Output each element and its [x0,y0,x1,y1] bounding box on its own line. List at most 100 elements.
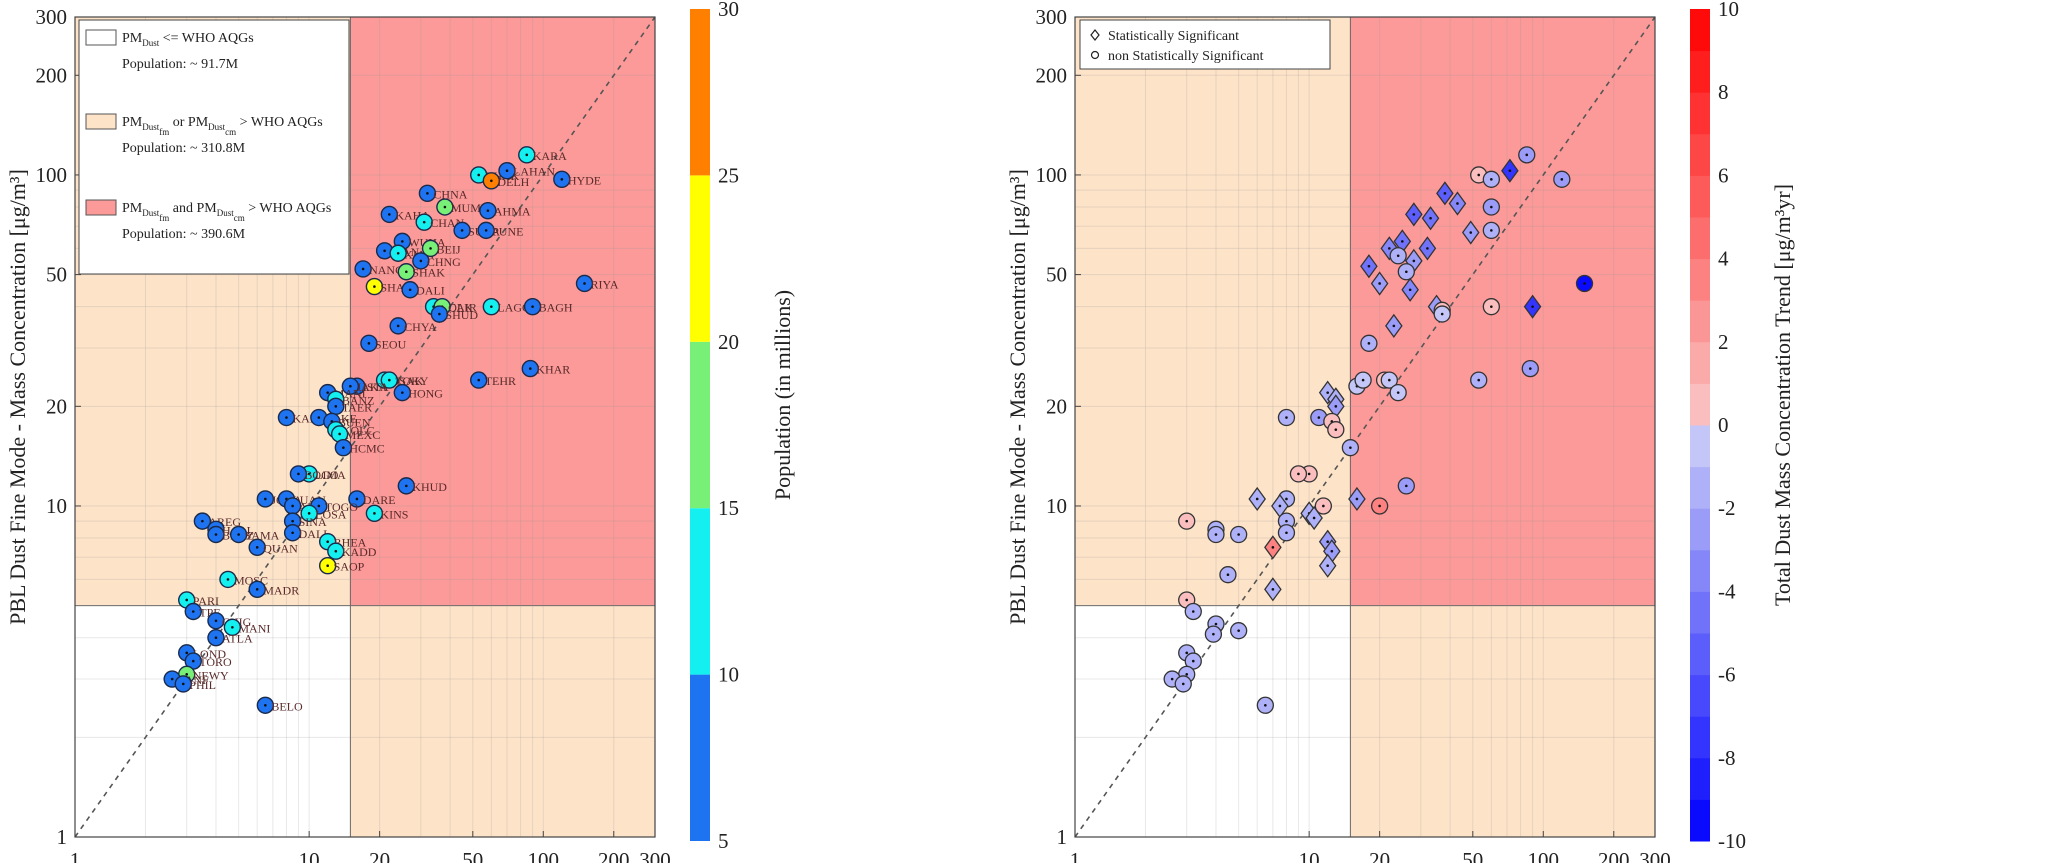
colorbar-bin [1690,425,1710,468]
colorbar-tick-label: 0 [1718,413,1729,437]
x-tick-label: 50 [1462,848,1483,863]
point-label: SAMA [245,529,280,543]
data-point: BOGO [289,465,339,483]
point-center [349,384,352,388]
x-tick-label: 20 [1369,848,1390,863]
x-tick-label: 20 [369,848,390,863]
x-axis-ticks: 1 10 20 50 100 200 300 [1070,831,1671,863]
data-point: HYDE [553,170,601,189]
point-center [1349,446,1352,449]
x-tick-label: 200 [1598,848,1630,863]
data-point [1518,146,1536,164]
point-center [1285,416,1288,419]
point-center [326,564,329,568]
y-axis-label: PBL Dust Fine Mode - Mass Concentration … [5,169,30,625]
point-center [1367,264,1371,268]
data-point [1248,486,1267,512]
point-center [401,391,404,394]
colorbar-tick-label: 25 [718,163,739,187]
point-center [490,179,493,183]
point-center [1412,213,1416,216]
x-tick-label: 10 [299,848,320,863]
point-center [214,619,218,623]
colorbar-bin [1690,383,1710,426]
point-center [307,512,311,515]
point-center [1170,677,1174,681]
one-to-one-reference-line [1074,16,1656,838]
point-label: ISTA [363,380,389,394]
point-center [367,342,371,345]
point-label: CHNG [427,255,461,269]
colorbar-bin [690,341,710,509]
data-point [1219,566,1237,584]
data-point [1501,158,1519,183]
point-center [185,651,189,655]
point-center [231,626,234,629]
point-center [396,251,400,255]
data-points [1163,146,1594,714]
point-center [1255,497,1259,501]
data-point [1521,359,1539,378]
colorbar-bin [1690,549,1710,592]
data-point [1277,408,1296,427]
point-center [438,312,441,316]
point-center [191,659,195,663]
point-label: LIMA [315,468,346,482]
data-point: KARA [518,146,567,164]
point-center [405,270,408,274]
point-center [1326,391,1329,394]
colorbar-tick-label: 4 [1718,247,1729,271]
point-label: NANG [369,263,404,277]
point-center [326,391,329,394]
y-tick-label: 200 [1036,63,1068,87]
point-center [1278,504,1282,508]
data-point [1230,525,1248,544]
colorbar-bin [1690,757,1710,800]
point-center [1408,288,1412,292]
x-tick-label: 300 [1639,848,1671,863]
data-point [1418,236,1437,261]
data-point: SHAK [397,263,445,281]
point-center [528,367,532,370]
colorbar-bin [1690,591,1710,634]
point-center [342,446,345,449]
point-center [1531,305,1534,308]
point-label: CHNA [433,187,467,201]
point-center [291,519,294,523]
data-point [1523,294,1542,319]
point-center [191,610,195,613]
data-point: NEWY [178,665,229,684]
point-label: AHMA [494,205,531,219]
data-point: BEIJ [421,239,461,258]
x-tick-label: 50 [462,848,483,863]
point-label: KINS [380,507,408,521]
colorbar-tick-label: 5 [718,829,729,853]
colorbar: -10 -8 -6 -4 -2 0 2 4 6 8 10 Total Dust Mass Concen… [1690,0,1795,853]
data-point [1264,577,1282,602]
data-point: LAHAN [498,161,555,180]
data-point: TORO [184,652,232,670]
point-center [1456,202,1459,205]
legend-label: Statistically Significant [1108,29,1239,44]
legend-label: PMDustfm or PMDustcm > WHO AQGs [122,115,323,137]
colorbar-bin [1690,258,1710,301]
data-point [1448,191,1467,216]
point-center [1322,504,1325,508]
point-center [460,229,464,232]
point-label: KHAR [536,363,570,377]
point-center [1401,240,1404,243]
colorbar-bin [1690,92,1710,135]
data-point: TEHR [470,371,516,389]
point-center [486,209,490,212]
point-center [1334,405,1338,408]
point-label: LOSA [315,507,347,521]
point-label: TEHR [485,374,516,388]
data-point: CHNA [418,184,468,203]
data-point [1289,465,1308,483]
point-label: HONG [408,387,443,401]
data-point: CHYA [389,317,437,335]
y-tick-label: 1 [1057,825,1068,849]
colorbar-tick-label: 20 [718,330,739,354]
point-center [583,282,586,285]
legend: PMDust <= WHO AQGs Population: ~ 91.7M PMD… [78,19,350,275]
